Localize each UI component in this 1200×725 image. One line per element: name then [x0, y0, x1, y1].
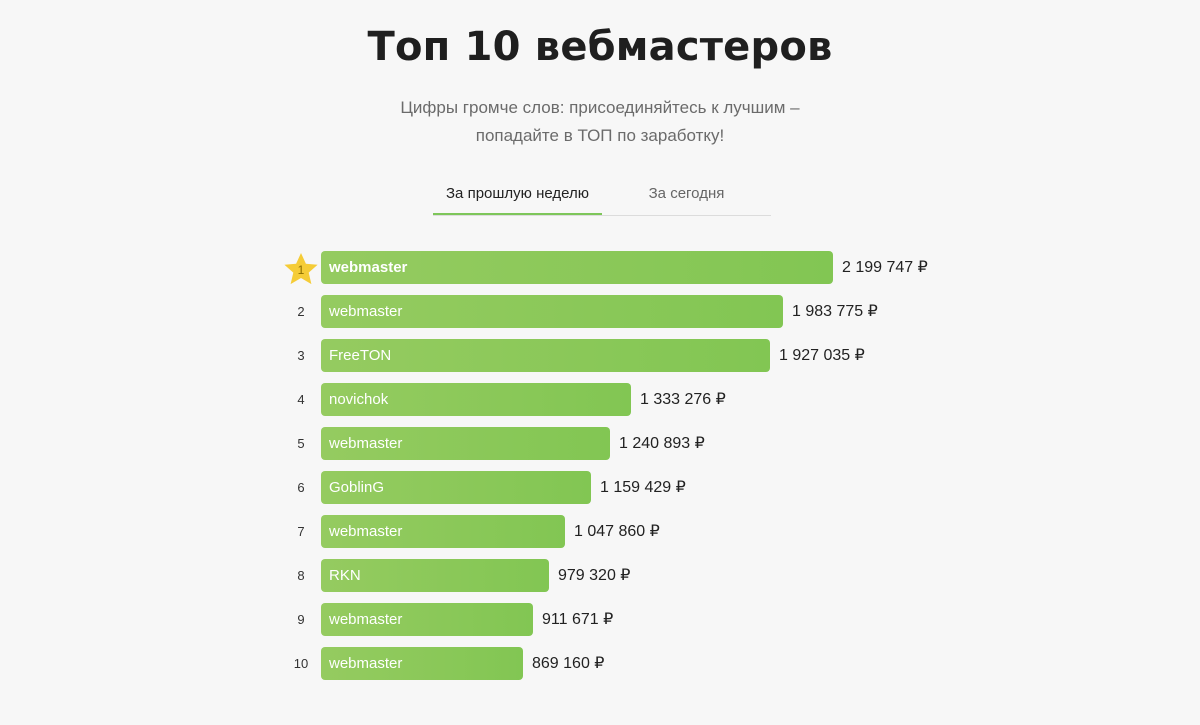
leaderboard-row: 8 RKN 979 320 ₽ — [0, 559, 1200, 592]
webmaster-bar: GoblinG — [321, 471, 591, 504]
leaderboard-row: 2 webmaster 1 983 775 ₽ — [0, 295, 1200, 328]
earnings-amount: 1 927 035 ₽ — [779, 347, 865, 364]
page-subtitle: Цифры громче слов: присоединяйтесь к луч… — [0, 94, 1200, 150]
webmaster-bar: FreeTON — [321, 339, 770, 372]
rank-number: 7 — [297, 524, 305, 539]
earnings-amount: 1 047 860 ₽ — [574, 523, 660, 540]
webmaster-bar: webmaster — [321, 251, 833, 284]
webmaster-bar: novichok — [321, 383, 631, 416]
leaderboard-row: 3 FreeTON 1 927 035 ₽ — [0, 339, 1200, 372]
leaderboard-row: 6 GoblinG 1 159 429 ₽ — [0, 471, 1200, 504]
rank-number: 9 — [297, 612, 305, 627]
earnings-amount: 869 160 ₽ — [532, 655, 605, 672]
earnings-amount: 1 159 429 ₽ — [600, 479, 686, 496]
earnings-amount: 1 333 276 ₽ — [640, 391, 726, 408]
subtitle-line-2: попадайте в ТОП по заработку! — [475, 126, 725, 145]
webmaster-bar: webmaster — [321, 515, 565, 548]
leaderboard-row: 5 webmaster 1 240 893 ₽ — [0, 427, 1200, 460]
earnings-amount: 1 983 775 ₽ — [792, 303, 878, 320]
period-tabs: За прошлую неделю За сегодня — [433, 175, 771, 216]
subtitle-line-1: Цифры громче слов: присоединяйтесь к луч… — [400, 98, 800, 117]
tab-last-week[interactable]: За прошлую неделю — [433, 175, 602, 215]
rank-number: 4 — [297, 392, 305, 407]
tab-today[interactable]: За сегодня — [648, 185, 725, 202]
rank-number: 10 — [293, 656, 309, 671]
earnings-amount: 979 320 ₽ — [558, 567, 631, 584]
earnings-amount: 911 671 ₽ — [542, 611, 614, 628]
page-title: Топ 10 вебмастеров — [367, 24, 833, 70]
earnings-amount: 1 240 893 ₽ — [619, 435, 705, 452]
webmaster-bar: RKN — [321, 559, 549, 592]
rank-number: 3 — [297, 348, 305, 363]
webmaster-bar: webmaster — [321, 647, 523, 680]
webmaster-bar: webmaster — [321, 603, 533, 636]
leaderboard-row: 4 novichok 1 333 276 ₽ — [0, 383, 1200, 416]
leaderboard-row: 9 webmaster 911 671 ₽ — [0, 603, 1200, 636]
rank-number: 5 — [297, 436, 305, 451]
leaderboard-row: 1 webmaster 2 199 747 ₽ — [0, 251, 1200, 285]
star-icon — [284, 253, 318, 285]
earnings-amount: 2 199 747 ₽ — [842, 259, 928, 276]
rank-number: 2 — [297, 304, 305, 319]
webmaster-bar: webmaster — [321, 427, 610, 460]
rank-number: 6 — [297, 480, 305, 495]
leaderboard-row: 7 webmaster 1 047 860 ₽ — [0, 515, 1200, 548]
webmaster-bar: webmaster — [321, 295, 783, 328]
leaderboard-row: 10 webmaster 869 160 ₽ — [0, 647, 1200, 680]
rank-number: 8 — [297, 568, 305, 583]
rank-number: 1 — [297, 263, 305, 277]
